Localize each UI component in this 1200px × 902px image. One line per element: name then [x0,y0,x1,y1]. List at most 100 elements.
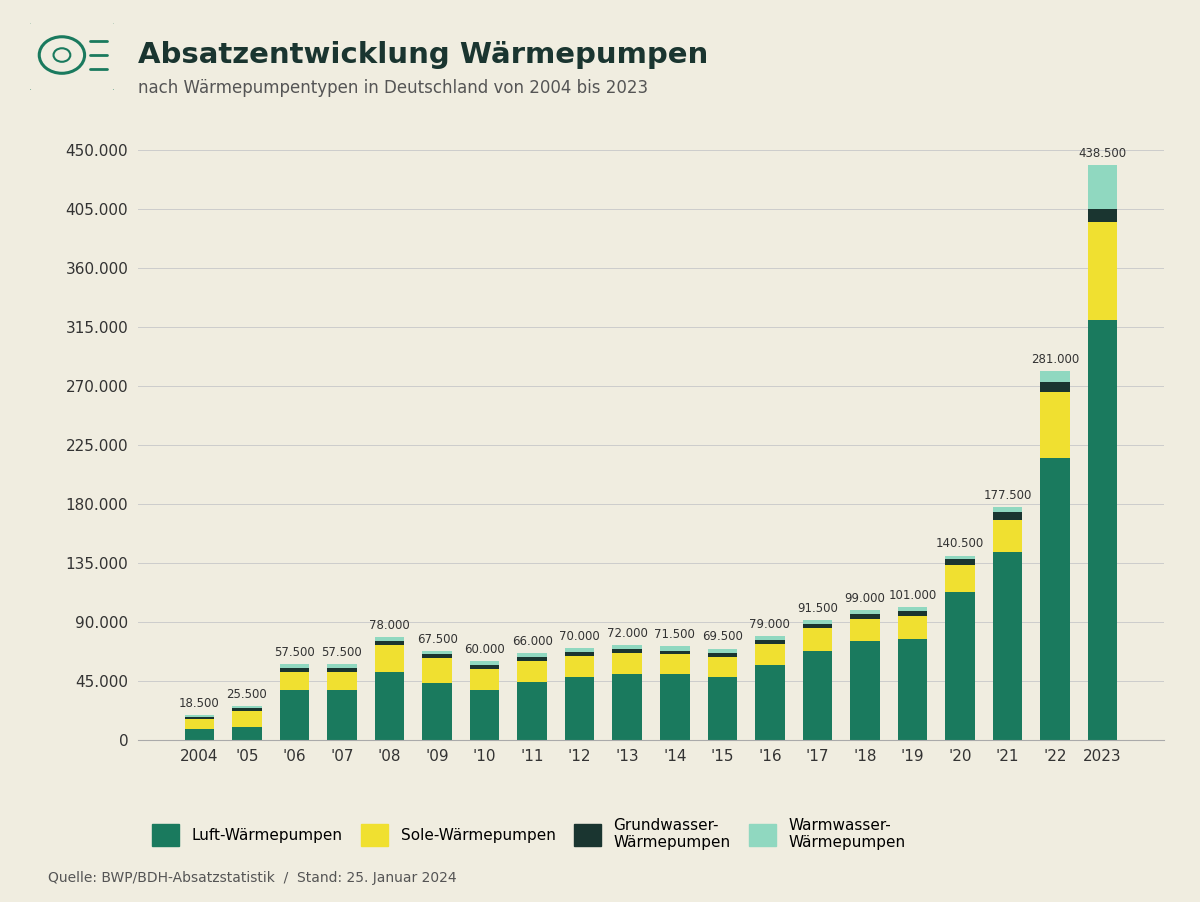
Bar [660,674,690,740]
Text: Absatzentwicklung Wärmepumpen: Absatzentwicklung Wärmepumpen [138,41,708,69]
Bar [280,671,310,690]
Bar [1088,222,1117,320]
Bar [660,646,690,650]
Bar [1040,392,1070,458]
Bar [803,650,832,740]
Text: Quelle: BWP/BDH-Absatzstatistik  /  Stand: 25. Januar 2024: Quelle: BWP/BDH-Absatzstatistik / Stand:… [48,871,457,885]
Bar [755,640,785,644]
Text: 57.500: 57.500 [322,646,362,659]
Bar [612,653,642,674]
Bar [280,664,310,667]
Bar [565,648,594,652]
Bar [898,639,928,740]
Bar [803,623,832,629]
Bar [946,566,974,592]
Bar [612,645,642,649]
Text: 438.500: 438.500 [1079,147,1127,160]
Bar [374,638,404,640]
Bar [328,671,356,690]
Bar [1040,382,1070,392]
Bar [946,559,974,566]
Bar [755,636,785,640]
Bar [946,556,974,559]
Bar [470,665,499,669]
Bar [803,620,832,623]
Bar [185,719,214,729]
Bar [185,729,214,740]
Bar [185,715,214,717]
Bar [898,612,928,616]
Bar [1088,209,1117,222]
Text: nach Wärmepumpentypen in Deutschland von 2004 bis 2023: nach Wärmepumpentypen in Deutschland von… [138,79,648,97]
Bar [1088,320,1117,740]
Bar [708,657,737,676]
Bar [185,717,214,719]
Text: 18.500: 18.500 [179,697,220,710]
Text: 91.500: 91.500 [797,602,838,614]
Bar [708,649,737,653]
Bar [992,520,1022,552]
Bar [1088,165,1117,209]
Text: 72.000: 72.000 [607,627,648,640]
Bar [328,690,356,740]
Bar [660,655,690,674]
Bar [374,645,404,671]
Text: 25.500: 25.500 [227,688,268,701]
Bar [755,644,785,665]
Bar [422,658,452,684]
Bar [1040,458,1070,740]
Bar [708,653,737,657]
Bar [565,676,594,740]
Bar [898,607,928,612]
Bar [660,650,690,655]
Bar [755,665,785,740]
Text: 67.500: 67.500 [416,633,457,646]
Bar [374,640,404,645]
Bar [850,614,880,619]
Bar [517,682,547,740]
Bar [280,667,310,671]
Text: 79.000: 79.000 [750,618,791,630]
Bar [422,655,452,658]
Bar [992,552,1022,740]
Bar [946,592,974,740]
Bar [992,507,1022,511]
Bar [374,671,404,740]
Bar [850,619,880,641]
Bar [232,708,262,711]
Bar [232,726,262,740]
Bar [470,661,499,665]
Bar [470,690,499,740]
Bar [1040,372,1070,382]
Bar [803,629,832,650]
Bar [280,690,310,740]
Text: 140.500: 140.500 [936,538,984,550]
Text: 66.000: 66.000 [511,635,552,648]
Bar [232,706,262,708]
Text: 60.000: 60.000 [464,643,505,656]
Text: 177.500: 177.500 [983,489,1032,502]
Bar [328,667,356,671]
Text: 78.000: 78.000 [370,619,410,632]
Text: 71.500: 71.500 [654,628,695,640]
Text: 99.000: 99.000 [845,592,886,604]
Bar [232,711,262,726]
Bar [470,669,499,690]
Bar [565,652,594,656]
Bar [992,511,1022,520]
Bar [898,616,928,639]
Bar [328,664,356,667]
Bar [708,676,737,740]
Text: 69.500: 69.500 [702,630,743,643]
Bar [517,657,547,661]
Text: 281.000: 281.000 [1031,354,1079,366]
Bar [850,641,880,740]
Bar [612,674,642,740]
Bar [422,651,452,655]
Legend: Luft-Wärmepumpen, Sole-Wärmepumpen, Grundwasser-
Wärmepumpen, Warmwasser-
Wärmep: Luft-Wärmepumpen, Sole-Wärmepumpen, Grun… [145,812,912,857]
Text: 57.500: 57.500 [274,646,314,659]
Bar [850,610,880,614]
Text: 101.000: 101.000 [888,589,936,602]
Bar [422,684,452,740]
Text: 70.000: 70.000 [559,630,600,643]
